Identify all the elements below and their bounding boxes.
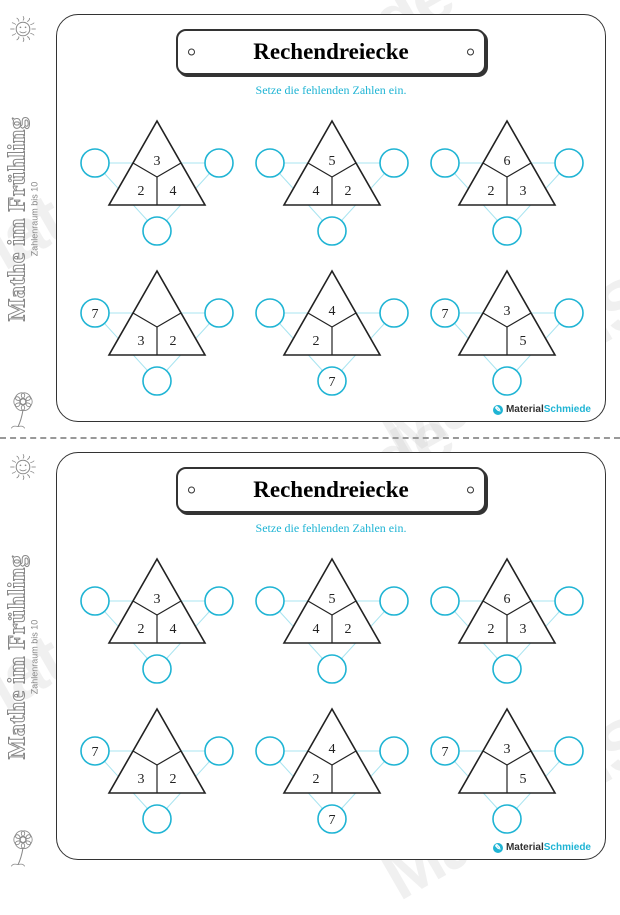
worksheet-panel: Rechendreiecke Setze die fehlenden Zahle… bbox=[56, 14, 606, 422]
svg-text:7: 7 bbox=[329, 813, 336, 828]
svg-text:6: 6 bbox=[504, 154, 511, 169]
side-title-main: Mathe im Frühling bbox=[5, 117, 32, 322]
svg-text:3: 3 bbox=[154, 592, 161, 607]
svg-text:2: 2 bbox=[345, 184, 352, 199]
brand-credit: ✎ MaterialSchmiede bbox=[493, 842, 591, 853]
flower-icon bbox=[6, 828, 40, 868]
svg-text:2: 2 bbox=[345, 622, 352, 637]
math-triangle: 5 4 2 bbox=[252, 547, 412, 687]
svg-text:2: 2 bbox=[313, 772, 320, 787]
brand-part2: Schmiede bbox=[544, 842, 591, 853]
svg-text:3: 3 bbox=[520, 622, 527, 637]
worksheet-title: Rechendreiecke bbox=[253, 39, 408, 65]
brand-part1: Material bbox=[506, 842, 544, 853]
svg-text:4: 4 bbox=[313, 622, 320, 637]
svg-text:6: 6 bbox=[504, 592, 511, 607]
svg-text:2: 2 bbox=[170, 334, 177, 349]
svg-text:5: 5 bbox=[329, 154, 336, 169]
svg-text:3: 3 bbox=[138, 334, 145, 349]
svg-text:7: 7 bbox=[329, 375, 336, 390]
math-triangle: 4 2 7 bbox=[252, 259, 412, 399]
side-title: Mathe im Frühling Zahlenraum bis 10 bbox=[5, 555, 40, 760]
brand-icon: ✎ bbox=[493, 843, 503, 853]
sun-icon bbox=[6, 12, 40, 46]
side-title: Mathe im Frühling Zahlenraum bis 10 bbox=[5, 117, 40, 322]
svg-text:2: 2 bbox=[170, 772, 177, 787]
instruction-text: Setze die fehlenden Zahlen ein. bbox=[57, 83, 605, 98]
sun-icon bbox=[6, 450, 40, 484]
svg-text:2: 2 bbox=[488, 184, 495, 199]
triangle-grid: 3 2 4 5 4 2 bbox=[77, 109, 587, 399]
svg-text:7: 7 bbox=[442, 745, 449, 760]
plate-hole-right bbox=[467, 49, 474, 56]
svg-text:5: 5 bbox=[329, 592, 336, 607]
math-triangle: 6 2 3 bbox=[427, 547, 587, 687]
math-triangle: 3 2 7 bbox=[77, 259, 237, 399]
svg-text:3: 3 bbox=[138, 772, 145, 787]
plate-hole-left bbox=[188, 49, 195, 56]
math-triangle: 3 2 4 bbox=[77, 109, 237, 249]
svg-text:4: 4 bbox=[329, 742, 336, 757]
worksheet-panel: Rechendreiecke Setze die fehlenden Zahle… bbox=[56, 452, 606, 860]
title-plate: Rechendreiecke bbox=[176, 29, 486, 75]
instruction-text: Setze die fehlenden Zahlen ein. bbox=[57, 521, 605, 536]
brand-part1: Material bbox=[506, 404, 544, 415]
svg-text:2: 2 bbox=[488, 622, 495, 637]
svg-text:5: 5 bbox=[520, 772, 527, 787]
math-triangle: 3 5 7 bbox=[427, 697, 587, 837]
worksheet-title: Rechendreiecke bbox=[253, 477, 408, 503]
svg-text:4: 4 bbox=[329, 304, 336, 319]
svg-text:2: 2 bbox=[138, 184, 145, 199]
svg-text:7: 7 bbox=[92, 307, 99, 322]
math-triangle: 3 2 4 bbox=[77, 547, 237, 687]
plate-hole-left bbox=[188, 487, 195, 494]
brand-icon: ✎ bbox=[493, 405, 503, 415]
math-triangle: 5 4 2 bbox=[252, 109, 412, 249]
math-triangle: 3 2 7 bbox=[77, 697, 237, 837]
svg-text:3: 3 bbox=[504, 742, 511, 757]
svg-text:5: 5 bbox=[520, 334, 527, 349]
math-triangle: 4 2 7 bbox=[252, 697, 412, 837]
side-strip: Mathe im Frühling Zahlenraum bis 10 bbox=[0, 0, 44, 438]
svg-text:7: 7 bbox=[442, 307, 449, 322]
side-title-main: Mathe im Frühling bbox=[5, 555, 32, 760]
math-triangle: 6 2 3 bbox=[427, 109, 587, 249]
svg-text:3: 3 bbox=[520, 184, 527, 199]
title-plate: Rechendreiecke bbox=[176, 467, 486, 513]
side-strip: Mathe im Frühling Zahlenraum bis 10 bbox=[0, 438, 44, 876]
plate-hole-right bbox=[467, 487, 474, 494]
brand-credit: ✎ MaterialSchmiede bbox=[493, 404, 591, 415]
svg-text:2: 2 bbox=[313, 334, 320, 349]
math-triangle: 3 5 7 bbox=[427, 259, 587, 399]
brand-part2: Schmiede bbox=[544, 404, 591, 415]
svg-text:4: 4 bbox=[313, 184, 320, 199]
flower-icon bbox=[6, 390, 40, 430]
triangle-grid: 3 2 4 5 4 2 bbox=[77, 547, 587, 837]
svg-text:3: 3 bbox=[154, 154, 161, 169]
svg-text:2: 2 bbox=[138, 622, 145, 637]
svg-text:7: 7 bbox=[92, 745, 99, 760]
svg-text:3: 3 bbox=[504, 304, 511, 319]
svg-text:4: 4 bbox=[170, 622, 177, 637]
svg-text:4: 4 bbox=[170, 184, 177, 199]
